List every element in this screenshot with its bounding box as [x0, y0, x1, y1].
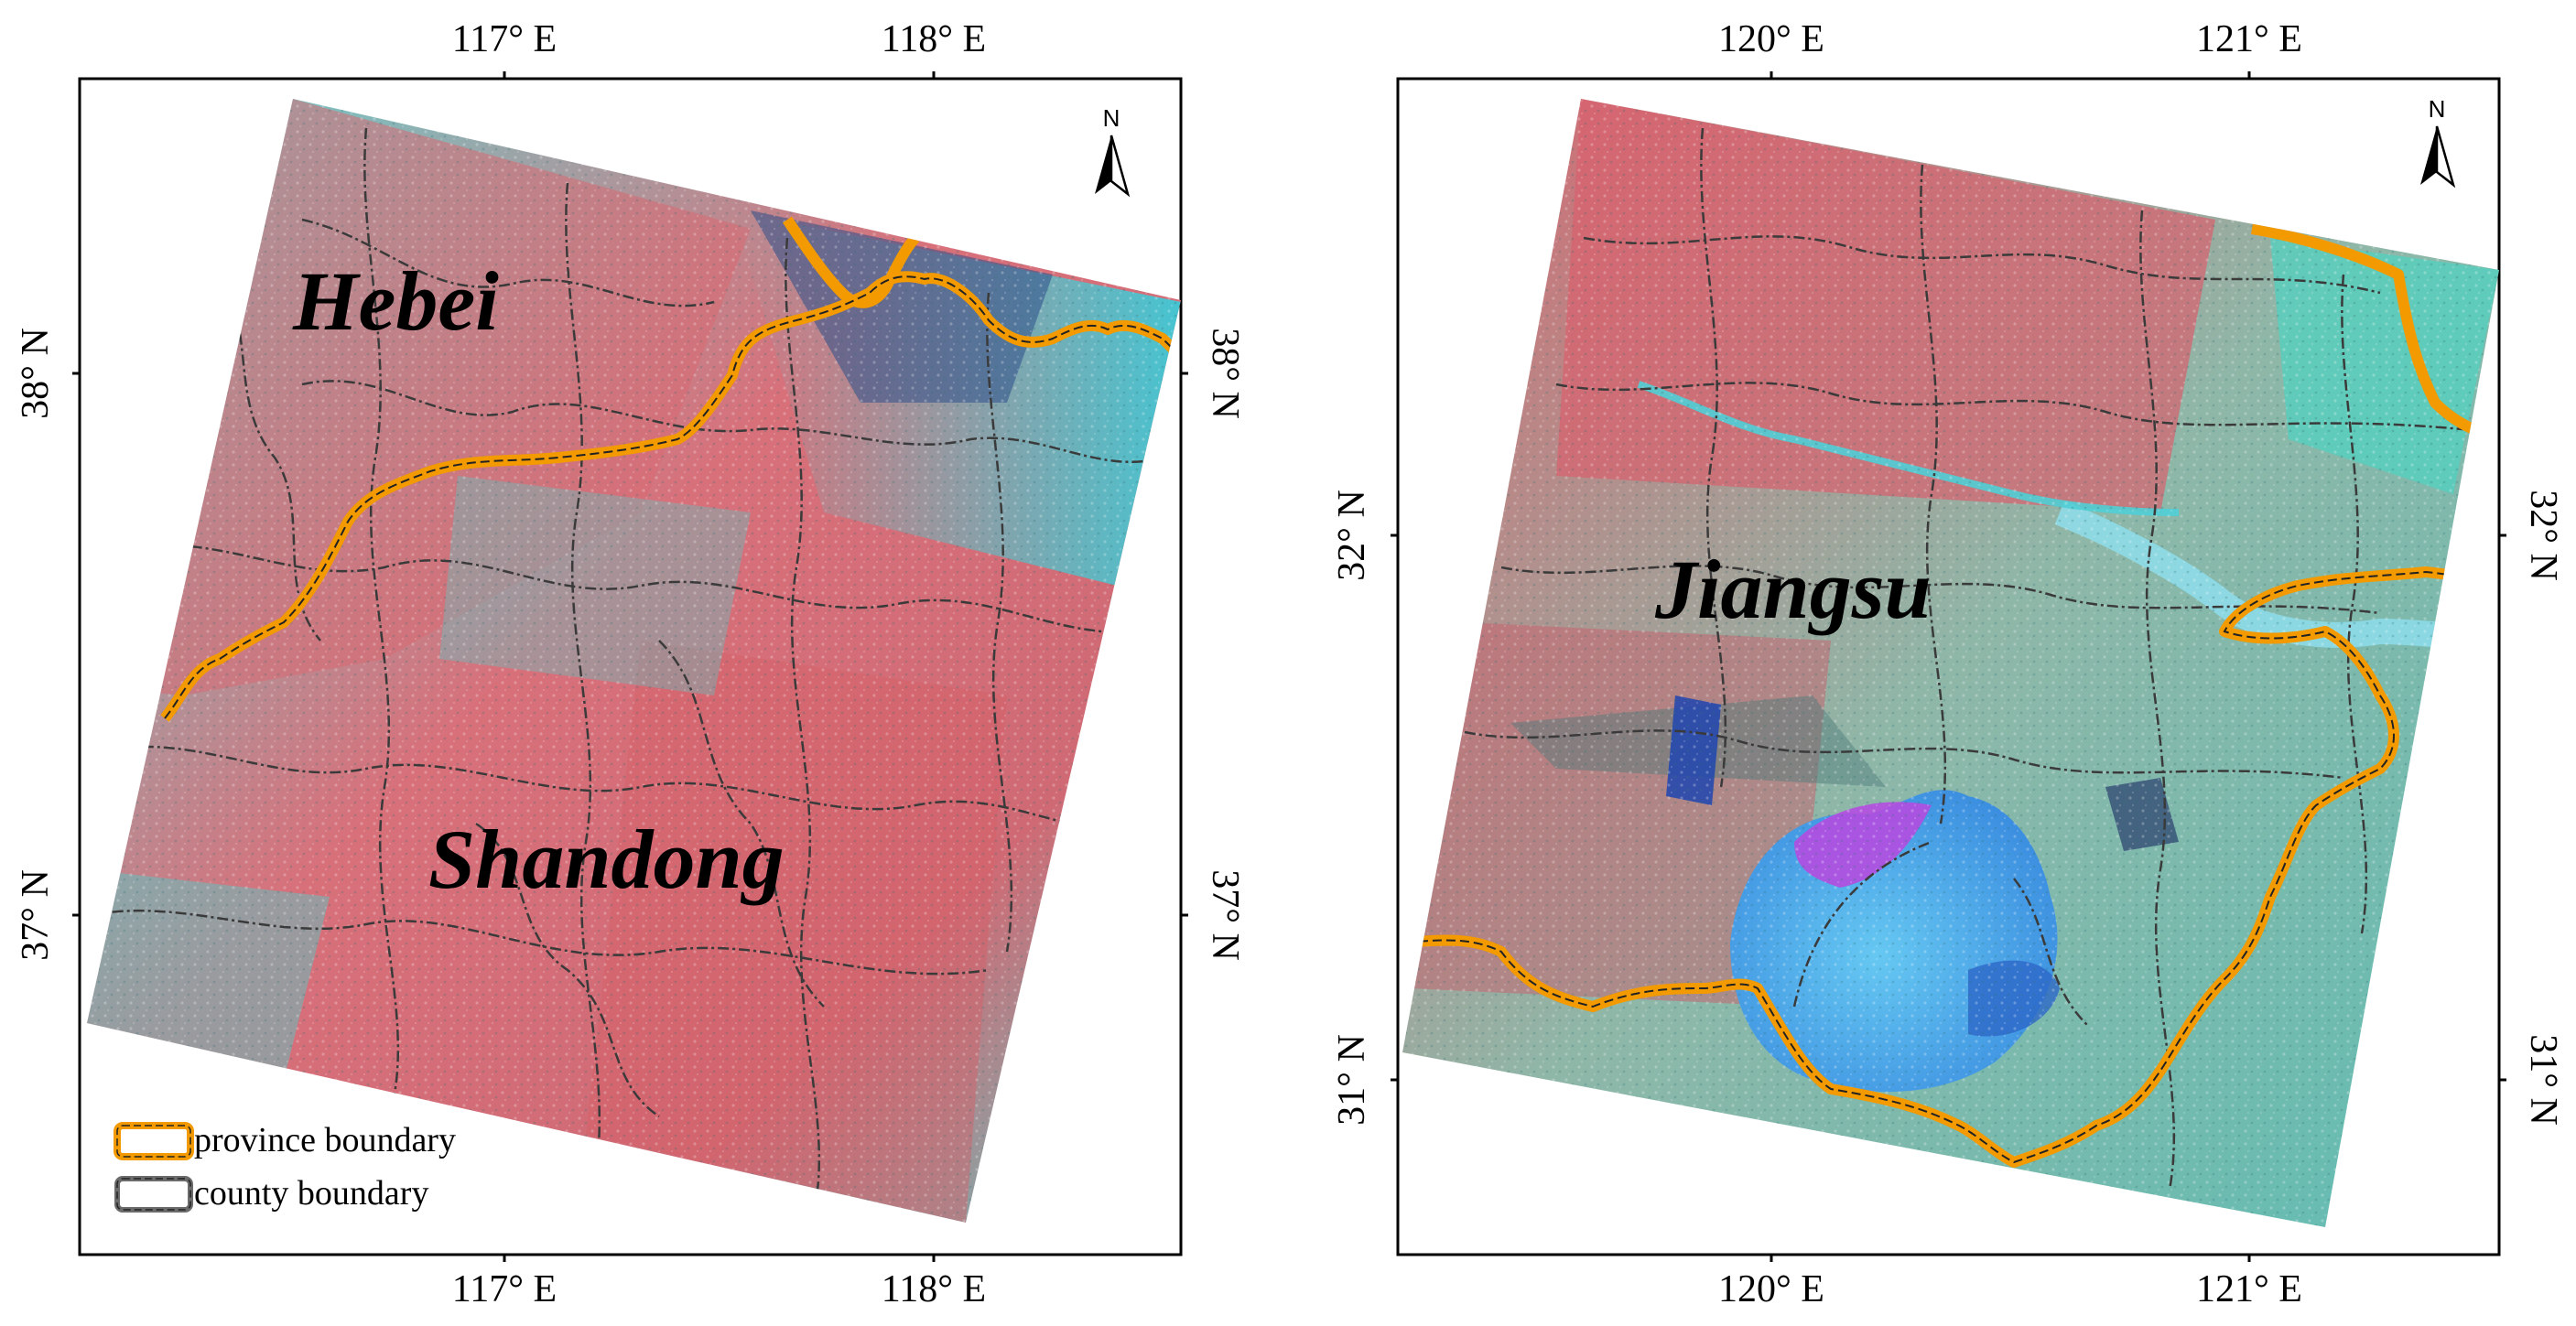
left-left-tick-2: 37° N — [15, 869, 57, 961]
left-bottom-tick-1: 117° E — [452, 1268, 557, 1310]
right-satellite-image — [1402, 99, 2499, 1227]
right-left-tick-2: 31° N — [1331, 1034, 1373, 1126]
left-north-arrow-icon: N — [1095, 104, 1131, 198]
region-label-shandong: Shandong — [428, 813, 785, 906]
right-top-tick-1: 120° E — [1718, 18, 1824, 60]
left-right-tick-1: 38° N — [1204, 328, 1246, 419]
legend-county-swatch — [114, 1176, 193, 1213]
right-bottom-tick-1: 120° E — [1718, 1268, 1824, 1310]
left-county-boundaries — [91, 127, 1164, 1209]
left-map: 117° E 118° E 117° E 118° E 38° N 37° N … — [15, 18, 1246, 1310]
left-right-tick-2: 37° N — [1204, 869, 1246, 961]
right-north-label: N — [2429, 95, 2446, 123]
left-top-tick-2: 118° E — [882, 18, 986, 60]
left-left-tick-1: 38° N — [15, 328, 57, 419]
right-map: 120° E 121° E 120° E 121° E 32° N 31° N … — [1331, 18, 2564, 1310]
right-left-tick-1: 32° N — [1331, 490, 1373, 581]
right-bottom-tick-2: 121° E — [2196, 1268, 2302, 1310]
legend-province-label: province boundary — [194, 1121, 456, 1159]
left-bottom-tick-2: 118° E — [882, 1268, 986, 1310]
left-tick-marks — [72, 71, 1188, 1262]
left-top-tick-1: 117° E — [452, 18, 557, 60]
left-province-boundary — [160, 216, 1181, 722]
left-north-label: N — [1103, 104, 1120, 132]
right-right-tick-1: 32° N — [2522, 490, 2564, 581]
left-satellite-image — [87, 99, 1181, 1223]
legend-province-swatch — [114, 1122, 194, 1160]
region-label-jiangsu: Jiangsu — [1654, 543, 1932, 636]
legend: province boundary county boundary — [114, 1121, 456, 1213]
legend-county-label: county boundary — [194, 1174, 428, 1213]
right-tick-marks — [1391, 71, 2506, 1262]
right-right-tick-2: 31° N — [2522, 1034, 2564, 1126]
right-north-arrow-icon: N — [2420, 95, 2456, 189]
region-label-hebei: Hebei — [292, 254, 499, 348]
right-province-boundary — [1402, 223, 2499, 1168]
right-top-tick-2: 121° E — [2196, 18, 2302, 60]
right-county-boundaries — [1464, 127, 2473, 1191]
